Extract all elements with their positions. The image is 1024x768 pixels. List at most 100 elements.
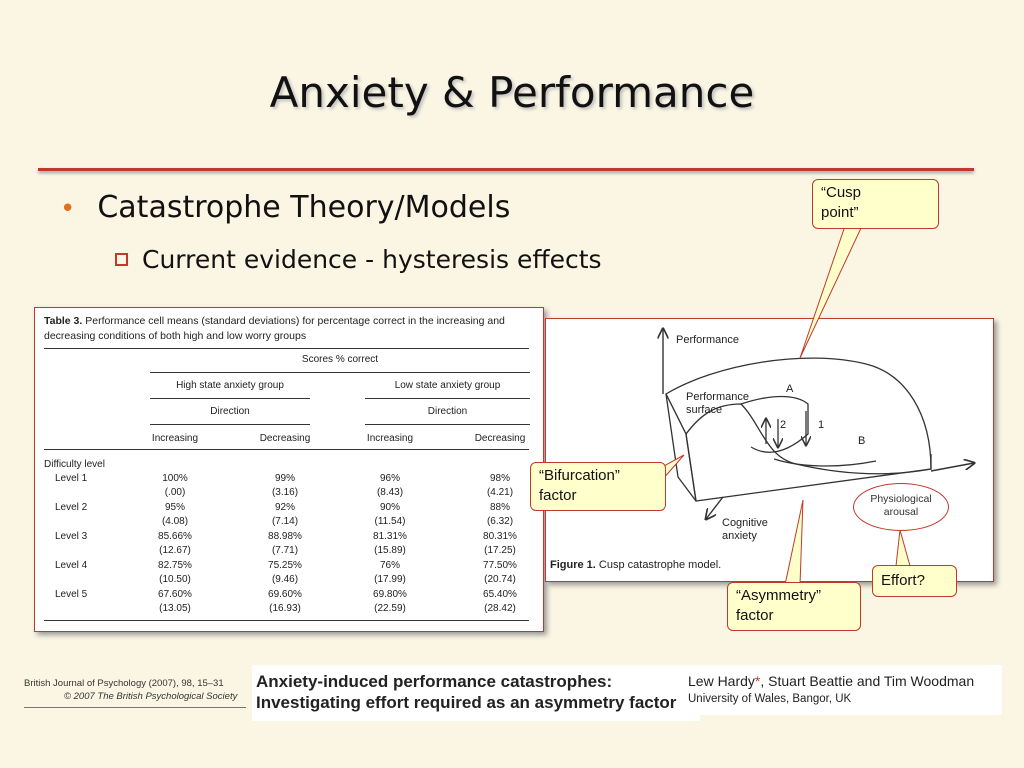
table-cell-mean: 65.40% [483, 589, 517, 600]
table-cell-sd: (22.59) [374, 603, 406, 614]
bifurcation-callout: “Bifurcation” factor [530, 462, 666, 511]
table-cell-mean: 88% [489, 502, 510, 513]
bullet1-text: Catastrophe Theory/Models [97, 190, 511, 225]
physiological-arousal-label: Physiological arousal [853, 483, 949, 531]
table-scores-header: Scores % correct [301, 354, 379, 365]
table-group-high: High state anxiety group [176, 380, 284, 391]
table-caption-text: Performance cell means (standard deviati… [44, 315, 505, 342]
table-cell-mean: 98% [489, 473, 510, 484]
table-direction-low: Direction [427, 406, 468, 417]
table-cell-sd: (11.54) [374, 516, 406, 527]
journal-underline [24, 707, 246, 708]
point-b-label: B [858, 435, 866, 447]
surface-label: Performance surface [686, 391, 749, 417]
table-rule [365, 398, 530, 399]
table-cell-sd: (20.74) [484, 574, 516, 585]
table-level-label: Level 3 [55, 531, 88, 542]
table-cell-mean: 96% [379, 473, 400, 484]
cognitive-axis [706, 496, 724, 519]
article-title: Anxiety-induced performance catastrophes… [252, 665, 700, 721]
table-col-decreasing: Decreasing [474, 433, 526, 444]
table-cell-mean: 95% [164, 502, 185, 513]
table-cell-mean: 90% [379, 502, 400, 513]
author-names: Lew Hardy*, Stuart Beattie and Tim Woodm… [688, 673, 998, 689]
bullet2-text: Current evidence - hysteresis effects [142, 245, 602, 274]
journal-line2: © 2007 The British Psychological Society [64, 691, 238, 702]
physio-line1: Physiological [870, 493, 932, 505]
bullet-level2: Current evidence - hysteresis effects [115, 245, 602, 274]
cognitive-label-line2: anxiety [722, 530, 757, 542]
table-cell-sd: (12.67) [159, 545, 191, 556]
table-cell-mean: 69.80% [373, 589, 407, 600]
table-cell-sd: (3.16) [271, 487, 299, 498]
table-rule [150, 398, 310, 399]
asymmetry-callout: “Asymmetry” factor [727, 582, 861, 631]
physio-line2: arousal [883, 506, 919, 518]
table-rule [150, 372, 530, 373]
citation-footer: British Journal of Psychology (2007), 98… [20, 665, 1005, 721]
table-cell-mean: 85.66% [158, 531, 192, 542]
table-cell-sd: (7.71) [271, 545, 299, 556]
table-cell-mean: 81.31% [373, 531, 407, 542]
table-cell-mean: 100% [162, 473, 188, 484]
table-cell-sd: (13.05) [159, 603, 191, 614]
cusp-callout-line1: “Cusp [821, 184, 862, 201]
surface-front-edge [685, 433, 932, 502]
journal-reference: British Journal of Psychology (2007), 98… [24, 677, 246, 703]
table-caption-label: Table 3. [44, 315, 83, 327]
table-cell-mean: 82.75% [158, 560, 192, 571]
table-rule [365, 424, 530, 425]
table-cell-sd: (4.08) [161, 516, 189, 527]
table-cell-mean: 75.25% [268, 560, 302, 571]
table-level-label: Level 5 [55, 589, 88, 600]
table-cell-mean: 80.31% [483, 531, 517, 542]
table-col-increasing: Increasing [151, 433, 199, 444]
table-cell-sd: (9.46) [271, 574, 299, 585]
effort-callout: Effort? [872, 565, 957, 597]
table-rule [44, 348, 529, 349]
table-rule [44, 620, 529, 621]
table-cell-sd: (6.32) [486, 516, 514, 527]
table-group-low: Low state anxiety group [394, 380, 501, 391]
table-cell-sd: (28.42) [484, 603, 516, 614]
table-cell-sd: (16.93) [269, 603, 301, 614]
table-level-label: Level 1 [55, 473, 88, 484]
bullet-dot-icon: • [60, 194, 76, 224]
table-cell-mean: 67.60% [158, 589, 192, 600]
table-cell-mean: 99% [274, 473, 295, 484]
table-cell-mean: 88.98% [268, 531, 302, 542]
table-rule [44, 449, 529, 450]
bifurcation-callout-line2: factor [539, 487, 577, 504]
table-cell-mean: 77.50% [483, 560, 517, 571]
cusp-catastrophe-diagram [546, 319, 993, 581]
table-rule [150, 424, 310, 425]
asymmetry-callout-line2: factor [736, 607, 774, 624]
figure-caption-label: Figure 1. [550, 559, 596, 571]
table-cell-mean: 76% [379, 560, 400, 571]
table-direction-high: Direction [210, 406, 250, 417]
arrow-1-label: 1 [818, 419, 825, 431]
journal-line1: British Journal of Psychology (2007), 98… [24, 678, 224, 689]
surface-lower-fold [773, 458, 877, 467]
table-caption: Table 3. Performance cell means (standar… [44, 314, 532, 344]
table-cell-sd: (17.99) [374, 574, 406, 585]
author-rest: , Stuart Beattie and Tim Woodman [760, 673, 975, 689]
table-cell-sd: (15.89) [374, 545, 406, 556]
slide-title: Anxiety & Performance [269, 68, 755, 117]
title-divider [38, 168, 974, 171]
results-table-panel: Table 3. Performance cell means (standar… [34, 307, 544, 632]
surface-label-line2: surface [686, 404, 723, 416]
table-level-label: Level 4 [55, 560, 88, 571]
bullet-square-icon [115, 252, 128, 266]
cognitive-axis-label: Cognitive anxiety [722, 517, 768, 543]
figure-caption: Figure 1. Cusp catastrophe model. [550, 559, 721, 571]
performance-axis-label: Performance [676, 334, 739, 346]
bifurcation-callout-line1: “Bifurcation” [539, 467, 620, 484]
table-cell-sd: (10.50) [159, 574, 191, 585]
arrow-2-label: 2 [780, 419, 787, 431]
arousal-axis [930, 463, 974, 472]
author-star: * [754, 673, 761, 689]
table-level-label: Level 2 [55, 502, 88, 513]
cognitive-label-line1: Cognitive [722, 517, 768, 529]
figure-caption-text: Cusp catastrophe model. [598, 559, 722, 571]
